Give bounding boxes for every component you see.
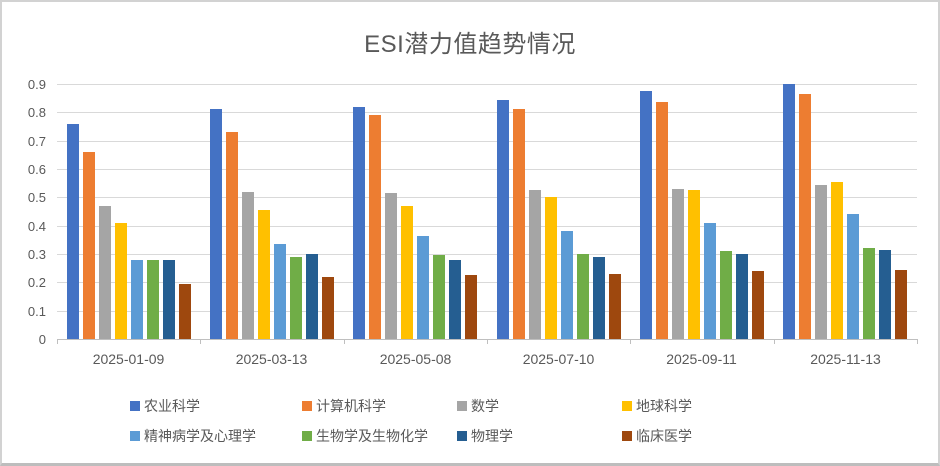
bar <box>179 284 191 339</box>
bar <box>99 206 111 339</box>
gridline <box>57 254 917 255</box>
bar <box>799 94 811 339</box>
bar <box>369 115 381 339</box>
bar <box>545 197 557 339</box>
y-axis-tick-label: 0.6 <box>27 162 46 177</box>
bar <box>433 255 445 339</box>
gridline <box>57 226 917 227</box>
y-axis-tick-label: 0.8 <box>27 105 46 120</box>
bar <box>226 132 238 339</box>
bar <box>736 254 748 339</box>
gridline <box>57 282 917 283</box>
bar <box>385 193 397 339</box>
bar <box>322 277 334 339</box>
x-axis-category-label: 2025-05-08 <box>379 351 452 367</box>
bar <box>640 91 652 339</box>
bar <box>656 102 668 339</box>
bar <box>242 192 254 339</box>
bar <box>879 250 891 339</box>
x-axis-category-label: 2025-03-13 <box>235 351 308 367</box>
bar <box>847 214 859 339</box>
bar <box>815 185 827 339</box>
bar <box>306 254 318 339</box>
bar <box>449 260 461 339</box>
gridline <box>57 112 917 113</box>
x-axis-tick <box>487 339 488 344</box>
x-axis-tick <box>917 339 918 344</box>
bar <box>83 152 95 339</box>
bar <box>210 109 222 339</box>
y-axis-tick-label: 0.3 <box>27 247 46 262</box>
bar <box>417 236 429 339</box>
x-axis-category-label: 2025-07-10 <box>522 351 595 367</box>
bar <box>577 254 589 339</box>
x-axis-tick <box>344 339 345 344</box>
gridline <box>57 141 917 142</box>
x-axis-tick <box>630 339 631 344</box>
y-axis-tick-label: 0.4 <box>27 219 46 234</box>
chart-title: ESI潜力值趋势情况 <box>364 31 576 58</box>
y-axis-tick-label: 0.7 <box>27 134 46 149</box>
bar <box>147 260 159 339</box>
bar <box>290 257 302 339</box>
y-axis-tick-label: 0.2 <box>27 275 46 290</box>
bar <box>529 190 541 339</box>
gridline <box>57 169 917 170</box>
bar <box>672 189 684 339</box>
bar <box>131 260 143 339</box>
gridline <box>57 311 917 312</box>
y-axis-tick-label: 0.1 <box>27 304 46 319</box>
bar <box>609 274 621 339</box>
bar <box>258 210 270 339</box>
y-axis-tick-label: 0.5 <box>27 190 46 205</box>
bar <box>465 275 477 339</box>
bar <box>688 190 700 339</box>
bar <box>513 109 525 339</box>
bar <box>831 182 843 339</box>
bar <box>720 251 732 339</box>
x-axis-tick <box>200 339 201 344</box>
bar <box>67 124 79 339</box>
bar <box>401 206 413 339</box>
y-axis-tick-label: 0.9 <box>27 77 46 92</box>
bar <box>704 223 716 339</box>
bar <box>783 84 795 339</box>
bar <box>353 107 365 339</box>
bar <box>497 100 509 339</box>
y-axis-tick-label: 0 <box>38 332 46 347</box>
x-axis-category-label: 2025-09-11 <box>666 351 737 367</box>
bar <box>752 271 764 339</box>
bar <box>115 223 127 339</box>
bar <box>561 231 573 339</box>
gridline <box>57 84 917 85</box>
x-axis-category-label: 2025-01-09 <box>92 351 165 367</box>
x-axis-tick <box>57 339 58 344</box>
bar <box>863 248 875 339</box>
x-axis-tick <box>774 339 775 344</box>
gridline <box>57 197 917 198</box>
x-axis-category-label: 2025-11-13 <box>810 351 881 367</box>
bar <box>895 270 907 339</box>
bar <box>274 244 286 339</box>
bar <box>163 260 175 339</box>
bar <box>593 257 605 339</box>
